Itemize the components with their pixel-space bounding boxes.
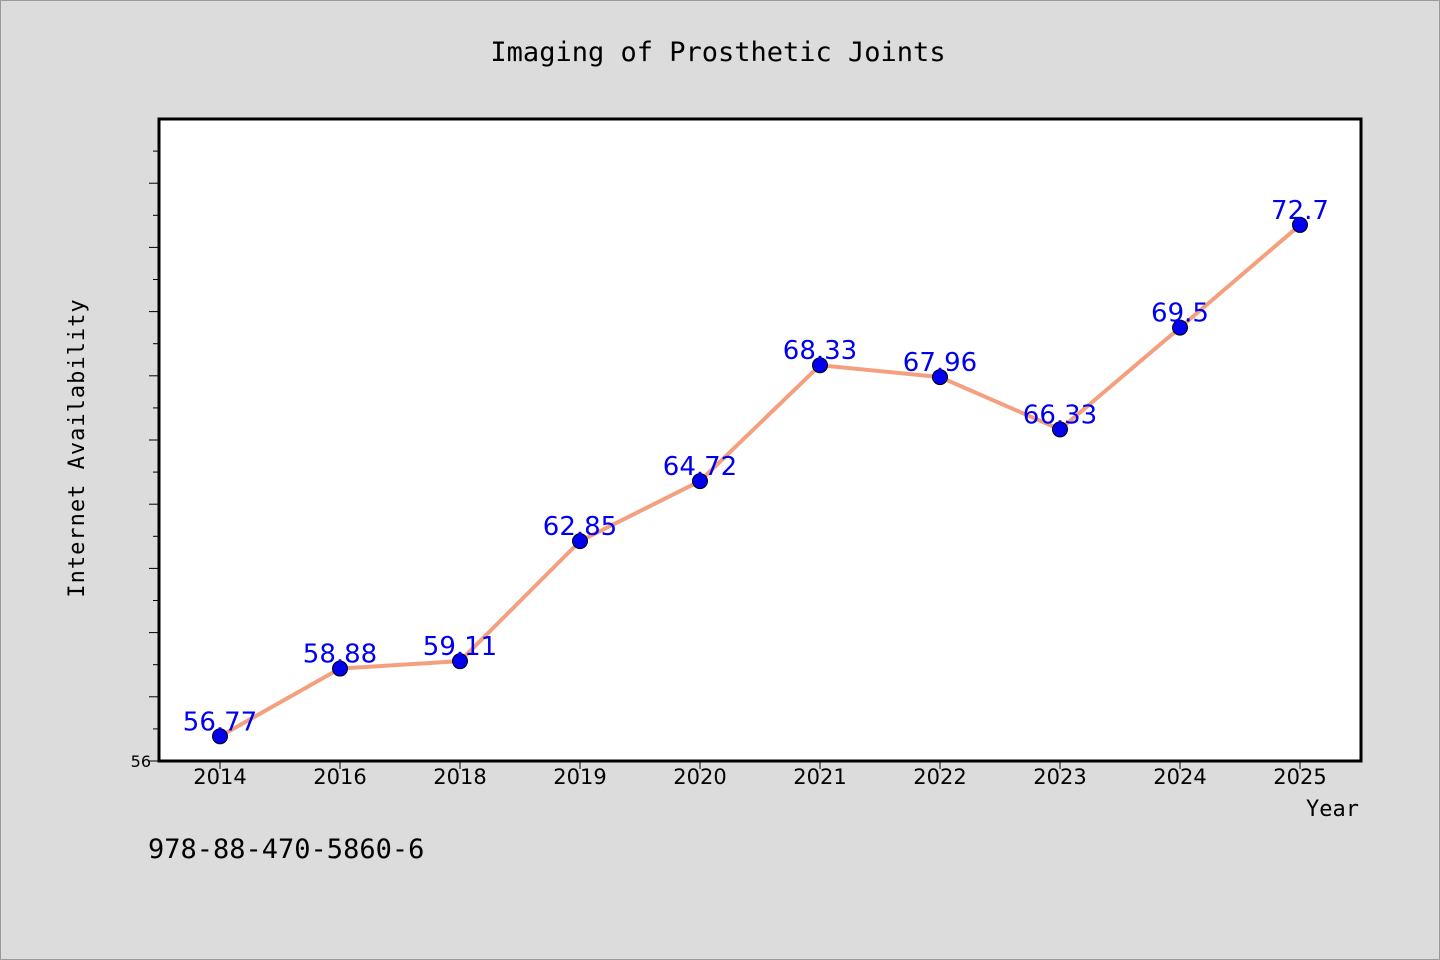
x-axis-label: Year (1306, 797, 1359, 822)
data-label: 64.72 (663, 452, 737, 482)
x-tick-label: 2020 (673, 765, 726, 789)
data-point (572, 533, 588, 550)
x-tick-label: 2024 (1153, 765, 1206, 789)
data-point (212, 728, 228, 745)
data-point (1172, 319, 1188, 336)
isbn-text: 978-88-470-5860-6 (148, 834, 425, 865)
data-point (452, 653, 468, 670)
y-tick-label: 56 (131, 752, 151, 771)
y-axis-label: Internet Availability (65, 298, 90, 597)
x-axis-ticks: 2014 2016 2018 2019 2020 2021 2022 2023 2024 2025 (193, 761, 1327, 789)
data-point (332, 660, 348, 677)
data-label: 56.77 (183, 707, 257, 737)
data-point (692, 473, 708, 490)
x-tick-label: 2023 (1033, 765, 1086, 789)
data-label: 66.33 (1023, 400, 1097, 430)
data-point (1292, 216, 1308, 233)
data-point (812, 357, 828, 374)
data-label: 59.11 (423, 632, 497, 662)
x-tick-label: 2022 (913, 765, 966, 789)
x-tick-label: 2018 (433, 765, 486, 789)
data-point (932, 369, 948, 386)
y-axis-ticks: 56 (131, 150, 159, 771)
data-label: 72.7 (1271, 196, 1329, 226)
chart-title: Imaging of Prosthetic Joints (490, 37, 945, 68)
x-tick-label: 2016 (313, 765, 366, 789)
data-point (1052, 421, 1068, 438)
series-group: 56.77 58.88 59.11 62.85 64.72 68.33 67.96 66.33… (183, 196, 1329, 745)
data-label: 68.33 (783, 336, 857, 366)
x-tick-label: 2021 (793, 765, 846, 789)
x-tick-label: 2025 (1273, 765, 1326, 789)
x-tick-label: 2014 (193, 765, 246, 789)
plot-area (157, 117, 1363, 763)
data-label: 58.88 (303, 640, 377, 670)
series-line (218, 222, 1302, 739)
x-tick-label: 2019 (553, 765, 606, 789)
data-label: 67.96 (903, 348, 977, 378)
data-label: 69.5 (1151, 299, 1209, 329)
data-label: 62.85 (543, 512, 617, 542)
